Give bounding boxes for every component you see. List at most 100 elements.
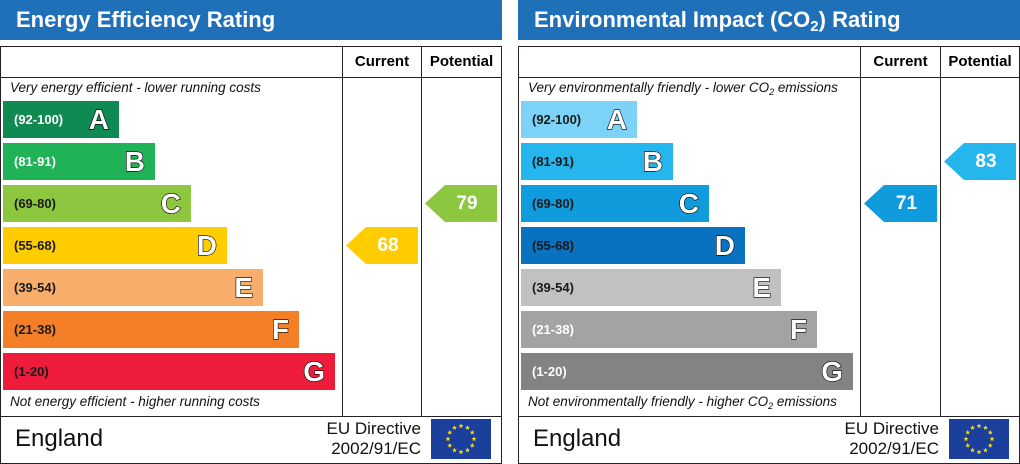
rating-band-d: (55-68) D xyxy=(3,227,227,264)
rating-band-b: (81-91) B xyxy=(3,143,155,180)
band-letter: B xyxy=(642,145,663,177)
divider xyxy=(1,416,501,417)
country-label: England xyxy=(533,425,622,452)
band-range: (39-54) xyxy=(14,280,56,295)
column-header-current: Current xyxy=(873,53,928,70)
band-letter: E xyxy=(752,271,772,303)
eu-star-icon xyxy=(970,447,975,453)
energy-panel-title: Energy Efficiency Rating xyxy=(0,0,502,40)
top-note: Very energy efficient - lower running co… xyxy=(10,80,261,95)
band-letter: C xyxy=(678,187,699,219)
rating-band-c: (69-80) C xyxy=(521,185,709,222)
band-range: (81-91) xyxy=(532,154,574,169)
eu-star-icon xyxy=(465,447,470,453)
band-range: (1-20) xyxy=(14,364,49,379)
eu-star-icon xyxy=(987,442,993,448)
top-note: Very environmentally friendly - lower CO… xyxy=(528,80,838,97)
band-range: (81-91) xyxy=(14,154,56,169)
band-range: (1-20) xyxy=(532,364,567,379)
rating-band-f: (21-38) F xyxy=(521,311,817,348)
band-letter: D xyxy=(714,229,735,261)
eu-star-icon xyxy=(465,425,470,430)
directive-code: 2002/91/EC xyxy=(849,439,939,458)
directive-line: EU Directive xyxy=(844,419,939,438)
band-letter: B xyxy=(124,145,145,177)
eu-star-icon xyxy=(447,442,453,448)
rating-band-g: (1-20) G xyxy=(3,353,335,390)
eu-flag-icon xyxy=(949,419,1009,459)
eu-star-icon xyxy=(458,449,464,455)
environment-panel-title: Environmental Impact (CO2) Rating xyxy=(518,0,1020,40)
band-range: (21-38) xyxy=(532,322,574,337)
eu-star-icon xyxy=(452,447,457,453)
eu-star-icon xyxy=(983,447,988,453)
divider xyxy=(519,77,1019,78)
bottom-note: Not energy efficient - higher running co… xyxy=(10,394,260,409)
potential-rating-arrow: 83 xyxy=(944,143,1016,180)
rating-band-d: (55-68) D xyxy=(521,227,745,264)
band-letter: E xyxy=(234,271,254,303)
band-range: (69-80) xyxy=(532,196,574,211)
country-label: England xyxy=(15,425,104,452)
divider xyxy=(1,77,501,78)
band-range: (92-100) xyxy=(14,112,64,127)
current-rating-arrow: 71 xyxy=(864,185,937,222)
eu-directive: EU Directive 2002/91/EC xyxy=(845,419,939,459)
directive-line: EU Directive xyxy=(326,419,421,438)
bottom-note: Not environmentally friendly - higher CO… xyxy=(528,394,837,411)
energy-efficiency-panel: Energy Efficiency Rating Current Potenti… xyxy=(0,0,502,464)
band-range: (55-68) xyxy=(14,238,56,253)
band-letter: G xyxy=(821,355,844,387)
potential-rating-arrow: 79 xyxy=(425,185,497,222)
band-range: (69-80) xyxy=(14,196,56,211)
eu-star-icon xyxy=(458,423,464,429)
band-letter: A xyxy=(88,103,109,135)
eu-star-icon xyxy=(447,429,453,435)
divider xyxy=(519,416,1019,417)
column-header-potential: Potential xyxy=(948,53,1012,70)
eu-star-icon xyxy=(471,436,477,442)
band-letter: G xyxy=(303,355,326,387)
band-letter: D xyxy=(196,229,217,261)
eu-star-icon xyxy=(989,436,995,442)
eu-star-icon xyxy=(469,429,475,435)
eu-star-icon xyxy=(452,425,457,430)
rating-band-a: (92-100) A xyxy=(521,101,637,138)
band-range: (21-38) xyxy=(14,322,56,337)
eu-star-icon xyxy=(987,429,993,435)
column-header-current: Current xyxy=(354,53,410,70)
directive-code: 2002/91/EC xyxy=(331,439,421,458)
band-range: (55-68) xyxy=(532,238,574,253)
band-range: (92-100) xyxy=(532,112,582,127)
energy-chart-frame: Current Potential Very energy efficient … xyxy=(0,46,502,464)
band-range: (39-54) xyxy=(532,280,574,295)
eu-star-icon xyxy=(963,436,969,442)
divider xyxy=(860,47,861,417)
eu-star-icon xyxy=(965,429,971,435)
eu-star-icon xyxy=(976,449,982,455)
eu-flag-icon xyxy=(431,419,491,459)
column-header-potential: Potential xyxy=(429,53,494,70)
band-letter: F xyxy=(271,313,289,345)
divider xyxy=(421,47,422,417)
eu-star-icon xyxy=(965,442,971,448)
divider xyxy=(342,47,343,417)
environment-chart-frame: Current Potential Very environmentally f… xyxy=(518,46,1020,464)
eu-star-icon xyxy=(469,442,475,448)
environmental-impact-panel: Environmental Impact (CO2) Rating Curren… xyxy=(518,0,1020,464)
rating-band-g: (1-20) G xyxy=(521,353,853,390)
eu-star-icon xyxy=(970,425,975,430)
rating-band-a: (92-100) A xyxy=(3,101,119,138)
band-letter: C xyxy=(160,187,181,219)
rating-band-e: (39-54) E xyxy=(3,269,263,306)
current-rating-arrow: 68 xyxy=(346,227,418,264)
rating-band-f: (21-38) F xyxy=(3,311,299,348)
divider xyxy=(940,47,941,417)
eu-directive: EU Directive 2002/91/EC xyxy=(327,419,421,459)
band-letter: A xyxy=(606,103,627,135)
eu-star-icon xyxy=(976,423,982,429)
rating-band-c: (69-80) C xyxy=(3,185,191,222)
eu-star-icon xyxy=(445,436,451,442)
eu-star-icon xyxy=(983,425,988,430)
band-letter: F xyxy=(789,313,807,345)
